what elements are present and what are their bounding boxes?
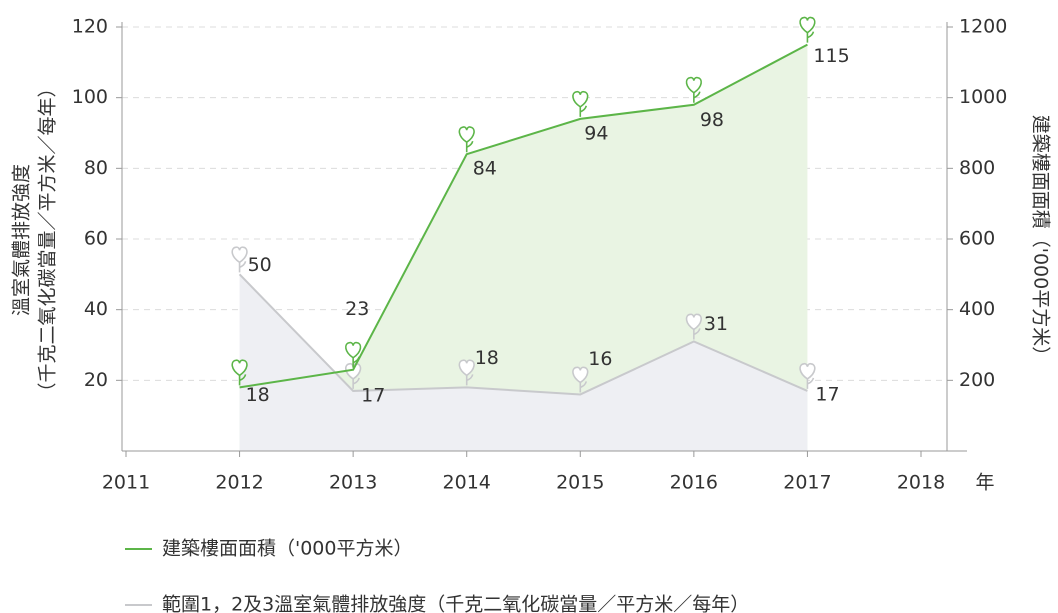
marker xyxy=(685,76,702,103)
line xyxy=(238,273,808,396)
data-label: 18 xyxy=(246,384,270,406)
marker xyxy=(231,359,248,386)
data-label: 17 xyxy=(815,383,839,405)
x-tick-label: 2012 xyxy=(215,472,263,494)
marker xyxy=(345,341,362,368)
marker xyxy=(572,90,589,117)
y-tick-label: 120 xyxy=(72,16,108,38)
data-label: 115 xyxy=(813,45,849,67)
y-axis-title: （千克二氧化碳當量／平方米／每年） xyxy=(37,78,59,401)
marker xyxy=(799,362,816,389)
data-label: 17 xyxy=(361,384,385,406)
y-axis-title: 溫室氣體排放強度 xyxy=(11,164,33,316)
y-tick-label: 100 xyxy=(72,86,108,108)
x-tick-label: 2016 xyxy=(670,472,718,494)
y2-tick-label: 200 xyxy=(959,369,995,391)
marker xyxy=(572,366,589,393)
x-axis-title: 年 xyxy=(975,472,994,494)
y2-tick-label: 1000 xyxy=(959,86,1007,108)
x-tick-label: 2013 xyxy=(329,472,377,494)
marker xyxy=(458,359,475,386)
x-tick-label: 2014 xyxy=(443,472,491,494)
data-label: 16 xyxy=(588,348,612,370)
y-tick-label: 60 xyxy=(84,228,108,250)
y2-tick-label: 600 xyxy=(959,228,995,250)
y-tick-label: 20 xyxy=(84,369,108,391)
legend-label: 建築樓面面積（'000平方米） xyxy=(162,538,413,560)
area xyxy=(239,274,808,451)
marker xyxy=(685,313,702,340)
y2-tick-label: 800 xyxy=(959,157,995,179)
marker xyxy=(231,246,248,273)
y2-axis-title: 建築樓面面積（'000平方米） xyxy=(1030,115,1052,366)
x-tick-label: 2015 xyxy=(556,472,604,494)
y2-tick-label: 1200 xyxy=(959,16,1007,38)
y-tick-label: 40 xyxy=(84,298,108,320)
y2-tick-label: 400 xyxy=(959,298,995,320)
x-tick-label: 2017 xyxy=(783,472,831,494)
data-label: 18 xyxy=(475,347,499,369)
x-tick-label: 2011 xyxy=(102,472,150,494)
data-label: 94 xyxy=(584,122,608,144)
marker xyxy=(458,126,475,153)
y-tick-label: 80 xyxy=(84,157,108,179)
data-label: 31 xyxy=(704,313,728,335)
x-tick-label: 2018 xyxy=(897,472,945,494)
data-label: 98 xyxy=(700,109,724,131)
line xyxy=(239,43,808,389)
data-label: 50 xyxy=(248,254,272,276)
data-label: 84 xyxy=(473,158,497,180)
marker xyxy=(799,16,816,43)
data-label: 23 xyxy=(345,298,369,320)
legend-label: 範圍1，2及3溫室氣體排放強度（千克二氧化碳當量／平方米／每年） xyxy=(162,594,749,613)
area xyxy=(239,44,808,452)
